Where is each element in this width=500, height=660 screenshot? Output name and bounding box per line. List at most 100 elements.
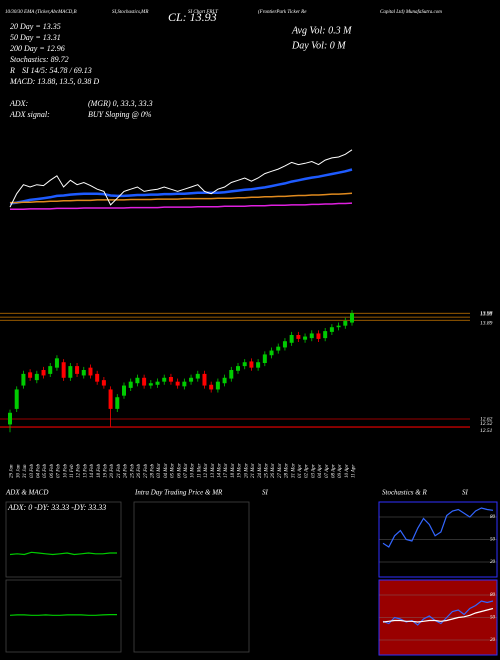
x-tick-label: 20 Mar [244, 463, 249, 478]
candle-body [202, 373, 207, 386]
candle-body [195, 373, 200, 379]
candle-body [68, 366, 73, 378]
header-text: SI Chart FRLT [188, 10, 219, 15]
candle-body [162, 377, 167, 382]
candle-body [209, 384, 214, 390]
candle-body [222, 377, 227, 384]
line [9, 149, 353, 208]
x-tick-label: 10 Feb [63, 463, 68, 478]
x-tick-label: 10 Mar [191, 463, 196, 478]
x-tick-label: 14 Mar [218, 463, 223, 478]
panel-title: SI [462, 489, 469, 497]
x-tick-label: 12 Feb [77, 463, 82, 478]
x-tick-label: 19 Feb [104, 463, 109, 478]
x-tick-label: 30 Jan [16, 464, 21, 478]
x-tick-label: 19 Mar [238, 463, 243, 478]
info-text: MACD: 13.88, 13.5, 0.38 D [9, 77, 99, 86]
x-tick-label: 11 Mar [197, 463, 202, 478]
level-label: 13.93 [480, 311, 493, 317]
header-text: 10/30/30 EMA (Ticker,AbcMACD,B [5, 10, 77, 15]
candle-body [242, 362, 247, 367]
info-text: 200 Day = 12.96 [10, 44, 65, 53]
x-tick-label: 05 Mar [171, 463, 176, 478]
x-tick-label: 03 Mar [157, 463, 162, 478]
level-label: 13.98 [480, 310, 493, 316]
x-tick-label: 03 Apr [311, 464, 316, 478]
x-tick-label: 20 Feb [110, 463, 115, 478]
panel-title: Intra Day Trading Price & MR [134, 489, 223, 497]
x-tick-label: 02 Apr [305, 464, 310, 478]
candle-body [34, 373, 39, 381]
x-tick-label: 27 Feb [144, 463, 149, 478]
candle-body [75, 366, 80, 374]
y-tick-label: 50 [490, 538, 496, 543]
candle-body [323, 331, 328, 339]
avg-volume: Avg Vol: 0.3 M [291, 25, 352, 36]
x-tick-label: 27 Mar [278, 463, 283, 478]
candle-body [54, 358, 59, 368]
info-text: Stochastics: 89.72 [10, 55, 69, 64]
candle-body [41, 370, 46, 376]
candle-body [329, 327, 334, 332]
level-label: 12.52 [480, 421, 493, 427]
candle-body [88, 367, 93, 376]
panel-title: ADX & MACD [5, 489, 48, 497]
y-tick-label: 80 [490, 515, 496, 520]
candle-body [115, 397, 120, 409]
info-text: 50 Day = 13.31 [10, 33, 61, 42]
x-tick-label: 26 Feb [137, 463, 142, 478]
candle-body [350, 313, 354, 323]
candle-body [215, 381, 220, 390]
x-tick-label: 06 Feb [50, 463, 55, 478]
x-tick-label: 26 Mar [271, 463, 276, 478]
header-text: SI,Stochastics,MR [112, 10, 148, 15]
candle-body [289, 335, 294, 343]
level-label: 12.62 [480, 416, 493, 422]
x-tick-label: 07 Mar [184, 463, 189, 478]
line [10, 192, 353, 204]
x-tick-label: 04 Mar [164, 463, 169, 478]
candle-body [256, 362, 261, 368]
header-text: (FrontierPark Ticker Re [258, 10, 307, 15]
info-text: 20 Day = 13.35 [10, 22, 61, 31]
x-tick-label: 25 Feb [130, 463, 135, 478]
candle-body [108, 389, 113, 409]
x-tick-label: 13 Mar [211, 463, 216, 478]
line [10, 202, 353, 211]
candle-body [48, 366, 53, 374]
candle-body [229, 370, 234, 379]
candle-body [175, 381, 180, 386]
x-tick-label: 01 Apr [298, 464, 303, 478]
candle-body [61, 362, 66, 378]
candle-body [236, 366, 240, 371]
info-text: ADX: [9, 99, 29, 108]
x-tick-label: 29 Jan [10, 464, 15, 478]
x-tick-label: 18 Mar [231, 463, 236, 478]
candle-body [101, 380, 106, 386]
info-text: (MGR) 0, 33.3, 33.3 [88, 99, 153, 108]
x-tick-label: 13 Feb [83, 463, 88, 478]
candle-body [155, 381, 160, 385]
candle-body [276, 346, 281, 351]
x-tick-label: 07 Feb [57, 463, 62, 478]
x-tick-label: 18 Feb [97, 463, 102, 478]
candle-body [336, 325, 341, 328]
candle-body [95, 373, 100, 382]
macd-frame [5, 579, 122, 653]
candle-body [282, 341, 287, 348]
level-label: 13.89 [480, 320, 493, 326]
x-tick-label: 25 Mar [264, 463, 269, 478]
y-tick-label: 50 [490, 616, 496, 621]
candle-body [28, 372, 33, 378]
candle-body [148, 383, 153, 386]
level-label: 12.51 [480, 428, 493, 434]
x-tick-label: 12 Mar [204, 463, 209, 478]
candle-body [168, 377, 173, 382]
candle-body [343, 321, 348, 326]
panel-title: SI [262, 489, 269, 497]
header-text: Capital Ltd) MunafaSutra.com [380, 10, 442, 15]
indicator-line [9, 551, 117, 556]
x-tick-label: 21 Feb [117, 463, 122, 478]
info-text: R [9, 66, 15, 75]
x-tick-label: 08 Apr [332, 464, 337, 478]
